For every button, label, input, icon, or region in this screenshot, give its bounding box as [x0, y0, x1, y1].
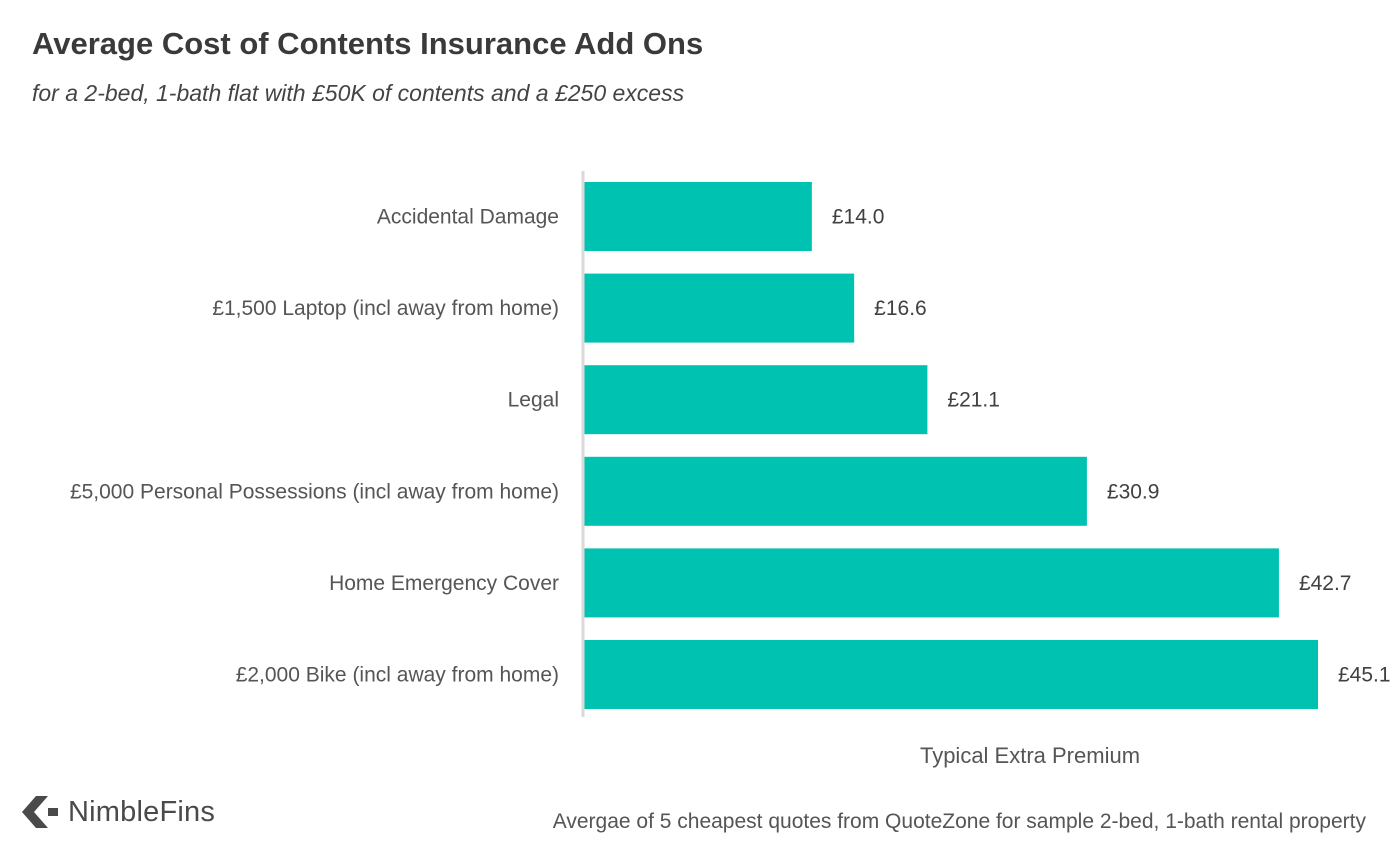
value-label: £42.7	[1299, 572, 1352, 595]
category-label: £5,000 Personal Possessions (incl away f…	[70, 480, 559, 503]
value-label: £45.1	[1338, 664, 1391, 687]
category-labels-group: Accidental Damage £1,500 Laptop (incl awa…	[70, 206, 559, 687]
x-axis-title: Typical Extra Premium	[920, 743, 1140, 768]
logo-text: NimbleFins	[68, 795, 216, 828]
bar	[584, 548, 1279, 618]
bar	[584, 273, 855, 343]
bars-group	[584, 182, 1318, 709]
category-label: £2,000 Bike (incl away from home)	[236, 664, 559, 687]
bar	[584, 365, 928, 435]
nimblefins-logo: NimbleFins	[20, 794, 215, 830]
chart-footnote: Avergae of 5 cheapest quotes from QuoteZ…	[552, 810, 1366, 833]
value-labels-group: £14.0 £16.6 £21.1 £30.9 £42.7 £45.1	[832, 206, 1391, 687]
bar	[584, 456, 1087, 526]
chart-title: Average Cost of Contents Insurance Add O…	[32, 26, 704, 61]
value-label: £21.1	[947, 389, 1000, 412]
category-label: Home Emergency Cover	[329, 572, 559, 595]
category-label: Legal	[508, 389, 559, 412]
bar	[584, 640, 1318, 709]
value-label: £16.6	[874, 297, 927, 320]
category-label: £1,500 Laptop (incl away from home)	[212, 297, 559, 320]
value-label: £14.0	[832, 206, 885, 229]
bar	[584, 182, 812, 251]
value-label: £30.9	[1107, 480, 1160, 503]
chart-subtitle: for a 2-bed, 1-bath flat with £50K of co…	[32, 80, 685, 106]
chevron-left-icon	[22, 796, 58, 828]
category-label: Accidental Damage	[377, 206, 559, 229]
